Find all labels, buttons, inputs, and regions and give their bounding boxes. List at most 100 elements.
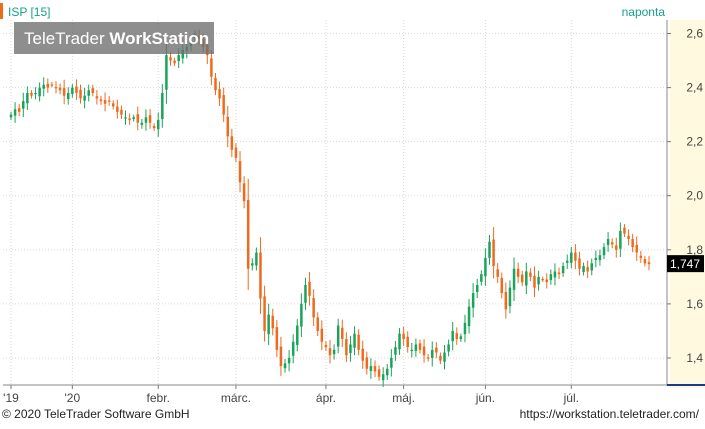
candle-body — [394, 347, 397, 355]
candle-down — [152, 123, 156, 131]
candle-up — [549, 269, 553, 285]
candle-down — [627, 229, 630, 246]
candle-up — [451, 321, 454, 351]
candle-body — [140, 122, 144, 125]
candle-body — [95, 96, 99, 99]
candle-body — [492, 239, 495, 267]
source-url[interactable]: https://workstation.teletrader.com/ — [519, 407, 699, 421]
candle-body — [557, 272, 561, 275]
candle-body — [516, 268, 520, 277]
period-label[interactable]: naponta — [622, 5, 666, 19]
x-tick-label: máj. — [392, 391, 415, 405]
candle-up — [283, 358, 287, 373]
candle-body — [255, 252, 258, 266]
candle-body — [304, 284, 307, 303]
candle-up — [9, 111, 13, 121]
candle-up — [369, 358, 373, 379]
candle-up — [590, 258, 593, 276]
candle-body — [107, 100, 111, 102]
candle-down — [435, 342, 438, 359]
candle-down — [214, 72, 217, 96]
candle-body — [341, 327, 344, 340]
candle-body — [602, 247, 606, 256]
candle-body — [537, 276, 540, 285]
candle-down — [639, 250, 643, 263]
candle-body — [586, 267, 589, 272]
candle-down — [324, 341, 328, 352]
last-price-tag: 1,747 — [667, 255, 704, 273]
candle-up — [132, 114, 135, 122]
candle-up — [34, 87, 37, 100]
x-tick-label: '20 — [65, 391, 81, 405]
candle-body — [136, 114, 140, 123]
x-tick-label: jún. — [475, 391, 495, 405]
candle-body — [83, 95, 86, 101]
y-tick-label: 2,4 — [686, 81, 703, 95]
candle-body — [116, 106, 119, 112]
candle-down — [574, 244, 577, 270]
candle-up — [296, 319, 299, 352]
candle-body — [443, 352, 446, 362]
candle-body — [320, 328, 324, 342]
candle-body — [259, 252, 262, 299]
candle-body — [639, 255, 643, 258]
candle-down — [308, 271, 311, 306]
candle-body — [238, 161, 242, 183]
last-price-label: 1,747 — [670, 257, 700, 271]
candle-body — [541, 279, 544, 281]
candle-body — [488, 241, 491, 258]
candle-body — [533, 275, 536, 288]
candle-body — [508, 287, 512, 307]
candle-down — [58, 83, 62, 95]
candle-body — [111, 103, 115, 107]
candle-body — [91, 88, 95, 93]
candle-down — [529, 268, 532, 282]
candle-body — [71, 87, 74, 95]
candle-body — [210, 58, 213, 77]
candle-body — [132, 117, 135, 119]
watermark-regular: TeleTrader — [24, 29, 109, 48]
candle-body — [606, 239, 610, 245]
candle-down — [402, 326, 405, 346]
candle-down — [230, 128, 234, 158]
candle-up — [447, 339, 450, 357]
candle-body — [386, 368, 389, 376]
candle-up — [410, 342, 414, 358]
candle-down — [545, 273, 549, 289]
price-axis-panel — [670, 20, 705, 388]
candle-up — [291, 334, 295, 364]
candle-body — [520, 274, 524, 283]
candle-down — [75, 79, 78, 101]
candle-down — [103, 92, 107, 112]
candle-down — [242, 176, 246, 209]
candle-body — [79, 89, 82, 99]
candle-up — [398, 328, 401, 355]
candle-down — [610, 238, 614, 249]
candle-down — [320, 320, 324, 351]
candle-down — [533, 266, 536, 297]
candle-down — [107, 95, 111, 106]
candle-body — [496, 269, 499, 277]
candle-down — [128, 113, 131, 125]
x-tick-label: '19 — [3, 391, 19, 405]
candle-body — [422, 346, 426, 356]
candle-body — [50, 84, 54, 86]
candle-down — [377, 365, 381, 381]
candle-down — [615, 237, 618, 258]
candle-up — [13, 102, 17, 123]
candle-body — [332, 349, 336, 355]
candle-up — [512, 257, 516, 302]
candle-body — [287, 357, 291, 364]
candle-body — [627, 235, 630, 239]
candle-up — [443, 344, 446, 370]
candle-up — [304, 277, 307, 310]
symbol-label[interactable]: ISP [15] — [8, 5, 50, 19]
candle-down — [79, 84, 82, 104]
candle-body — [549, 274, 553, 281]
candle-up — [480, 270, 483, 286]
candle-body — [291, 341, 295, 356]
candle-up — [353, 326, 356, 356]
candle-body — [169, 57, 172, 61]
